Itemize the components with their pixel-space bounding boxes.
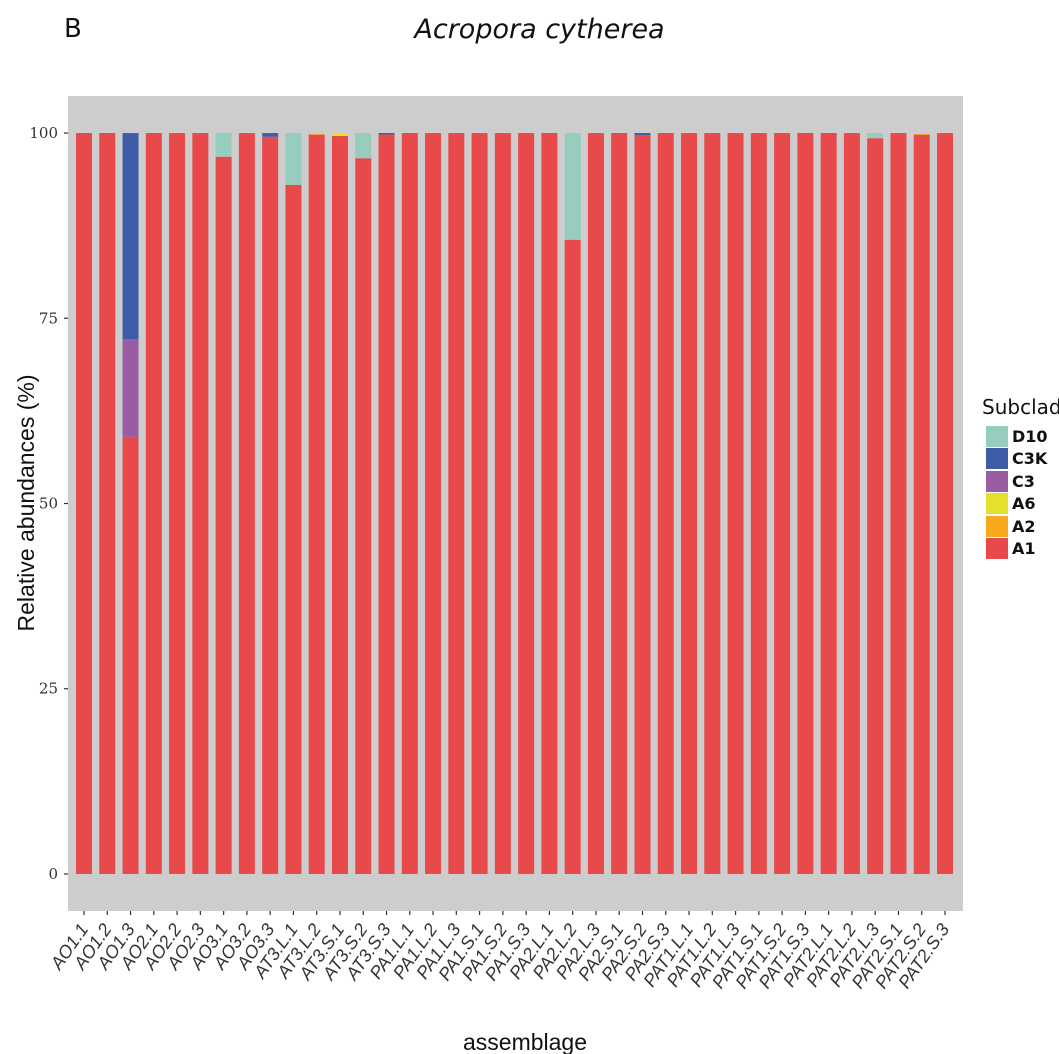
legend-item-A6: A6 (986, 493, 1059, 516)
bar-segment-A1-PA1.L.2 (425, 133, 442, 874)
legend-item-A2: A2 (986, 515, 1059, 538)
bar-segment-A1-AO2.2 (169, 133, 186, 874)
y-tick-label-75: 75 (39, 309, 58, 327)
bar-segment-A1-PAT2.L.3 (867, 138, 884, 874)
bar-segment-A1-PA2.S.3 (657, 133, 674, 874)
legend-label-A1: A1 (1012, 539, 1036, 559)
bar-segment-A6-AT3.L.2 (308, 133, 325, 135)
bar-segment-A1-PA1.S.3 (518, 133, 535, 874)
bar-segment-A1-AO1.1 (76, 133, 92, 874)
y-tick-label-100: 100 (29, 124, 58, 142)
bar-segment-A1-AT3.S.3 (378, 134, 395, 874)
legend-item-C3K: C3K (986, 448, 1059, 471)
bar-segment-A1-PA2.L.1 (541, 133, 558, 874)
legend-swatch-A1 (986, 538, 1008, 560)
y-tick-label-0: 0 (48, 865, 58, 883)
bar-segment-A1-PA1.L.1 (401, 133, 418, 874)
chart-title: Acropora cytherea (414, 14, 665, 45)
bar-segment-A6-PAT2.S.2 (913, 133, 930, 135)
bar-segment-C3K-AO1.3 (122, 133, 139, 340)
bar-segment-A1-AO3.2 (238, 133, 255, 874)
legend-swatch-D10 (986, 425, 1008, 447)
bars-group (76, 133, 953, 874)
bar-segment-A1-PAT2.S.1 (890, 133, 907, 874)
bar-segment-A1-AO1.3 (122, 436, 139, 874)
legend-swatch-A6 (986, 493, 1008, 515)
x-axis: AO1.1AO1.2AO1.3AO2.1AO2.2AO2.3AO3.1AO3.2… (46, 911, 953, 992)
legend-swatch-A2 (986, 515, 1008, 537)
legend-label-C3: C3 (1012, 471, 1035, 491)
y-tick-label-50: 50 (39, 495, 58, 513)
bar-segment-A1-PA1.S.1 (471, 133, 488, 874)
bar-segment-A1-PA2.L.3 (587, 133, 604, 874)
bar-segment-C3-AO1.3 (122, 339, 139, 437)
legend-swatch-C3K (986, 448, 1008, 470)
bar-segment-A1-PA1.S.2 (494, 133, 511, 874)
bar-segment-A1-PA2.S.2 (634, 135, 651, 874)
bar-segment-A1-AO1.2 (99, 133, 116, 874)
legend-label-D10: D10 (1012, 426, 1048, 446)
bar-segment-A1-PAT1.S.1 (750, 133, 767, 874)
bar-segment-A1-PA2.S.1 (611, 133, 628, 874)
bar-segment-D10-AO3.1 (215, 133, 232, 157)
bar-segment-C3K-AT3.S.3 (378, 133, 395, 135)
legend-label-A2: A2 (1012, 516, 1036, 536)
bar-segment-A1-AO3.3 (262, 136, 279, 874)
panel-label: B (64, 14, 82, 44)
bar-segment-D10-PA2.L.2 (564, 133, 581, 240)
legend-item-A1: A1 (986, 538, 1059, 561)
bar-segment-A1-PAT1.S.2 (774, 133, 791, 874)
y-axis-label: Relative abundances (%) (13, 375, 39, 632)
bar-segment-D10-AT3.L.1 (285, 133, 302, 185)
legend-items: D10 C3K C3 A6 A2 A1 (982, 425, 1059, 560)
legend-title: Subclade (982, 395, 1059, 419)
bar-segment-A1-AT3.S.1 (331, 136, 348, 874)
y-tick-label-25: 25 (39, 680, 58, 698)
bar-segment-C3K-AO3.3 (262, 133, 279, 137)
legend-swatch-C3 (986, 470, 1008, 492)
bar-segment-A1-AO2.3 (192, 133, 209, 874)
bar-segment-A1-PA2.L.2 (564, 239, 581, 874)
legend-label-C3K: C3K (1012, 449, 1048, 469)
bar-segment-A1-PAT1.L.3 (727, 133, 744, 874)
bar-segment-D10-AT3.S.2 (355, 133, 372, 159)
bar-segment-A1-PAT2.L.2 (843, 133, 860, 874)
bar-segment-A1-AO2.1 (145, 133, 162, 874)
bar-segment-A1-PAT1.L.1 (681, 133, 698, 874)
bar-segment-D10-PAT2.L.3 (867, 133, 884, 139)
bar-segment-A1-PA1.L.3 (448, 133, 465, 874)
legend-item-C3: C3 (986, 470, 1059, 493)
bar-segment-A1-PAT2.S.3 (937, 133, 953, 874)
legend-label-A6: A6 (1012, 494, 1036, 514)
bar-segment-A1-AT3.S.2 (355, 158, 372, 874)
bar-segment-A1-AT3.L.1 (285, 184, 302, 874)
bar-segment-A1-AO3.1 (215, 156, 232, 874)
bar-segment-A6-AT3.S.1 (331, 133, 348, 137)
bar-segment-A1-PAT2.L.1 (820, 133, 837, 874)
legend-item-D10: D10 (986, 425, 1059, 448)
y-axis: 0 25 50 75 100 (29, 124, 68, 883)
bar-segment-A1-AT3.L.2 (308, 134, 325, 874)
bar-segment-A1-PAT1.L.2 (704, 133, 721, 874)
bar-segment-A1-PAT1.S.3 (797, 133, 814, 874)
bar-segment-A1-PAT2.S.2 (913, 134, 930, 874)
bar-segment-C3K-PA2.S.2 (634, 133, 651, 136)
x-axis-label: assemblage (463, 1029, 587, 1054)
